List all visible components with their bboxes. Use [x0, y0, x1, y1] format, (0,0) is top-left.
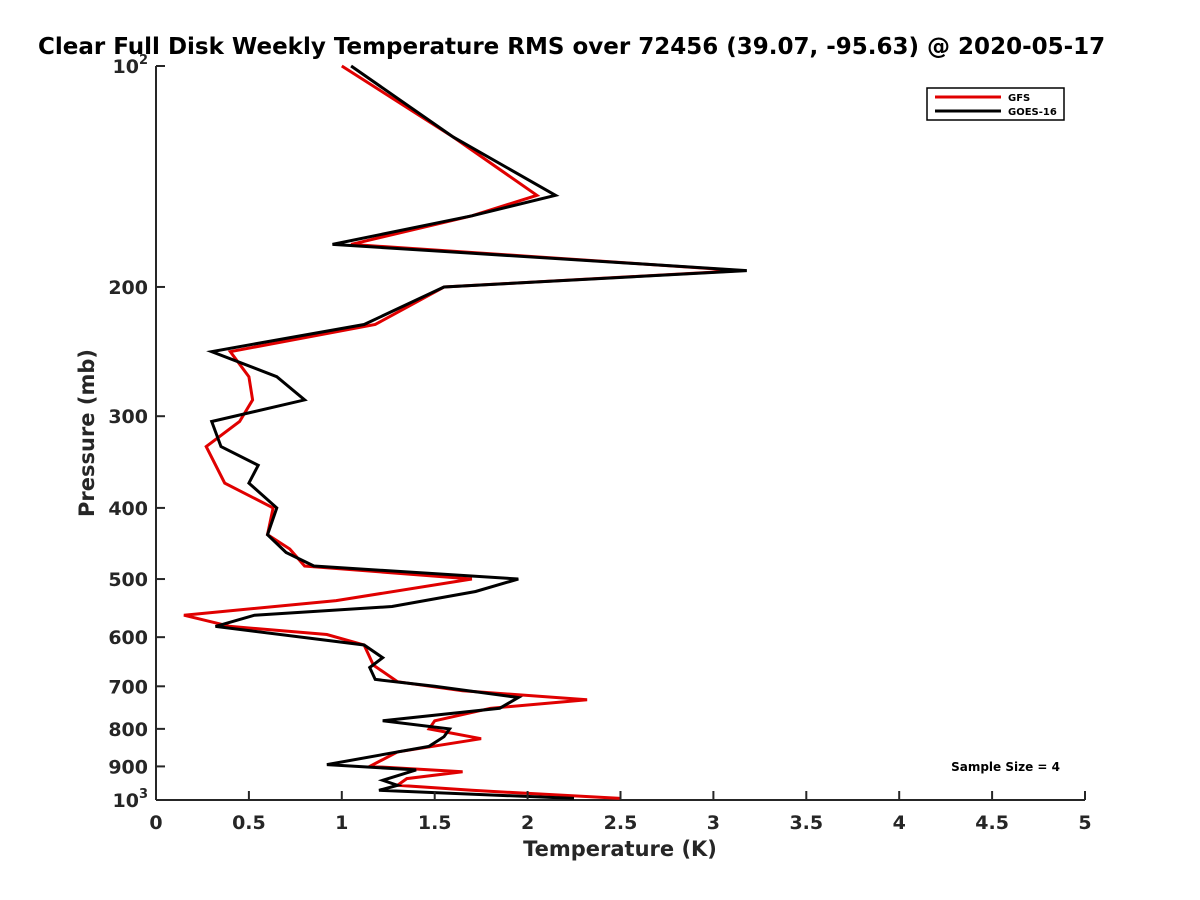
x-tick-label: 4.5	[975, 812, 1009, 834]
y-tick-label: 400	[108, 498, 148, 520]
series-line-goes-16	[206, 64, 747, 800]
chart-title: Clear Full Disk Weekly Temperature RMS o…	[38, 34, 1105, 60]
y-tick-label: 800	[108, 719, 148, 741]
x-tick-label: 4	[893, 812, 906, 834]
x-tick-label: 0	[149, 812, 162, 834]
y-tick-label: 900	[108, 756, 148, 778]
y-tick-label: 103	[113, 787, 149, 812]
y-tick-label: 500	[108, 569, 148, 591]
y-tick-label: 102	[113, 53, 149, 78]
x-tick-label: 2.5	[604, 812, 638, 834]
series-layer	[183, 64, 747, 800]
sample-size-annotation: Sample Size = 4	[951, 760, 1060, 774]
y-axis: 102 200 300 400 500 600 700 800 900 103	[108, 53, 165, 812]
y-tick-label: 600	[108, 627, 148, 649]
x-axis: 0 0.5 1 1.5 2 2.5 3 3.5 4 4.5 5	[149, 791, 1092, 834]
x-tick-label: 3.5	[789, 812, 823, 834]
x-tick-label: 0.5	[232, 812, 266, 834]
x-axis-label: Temperature (K)	[523, 837, 717, 861]
x-tick-label: 1.5	[418, 812, 452, 834]
legend-entry: GFS	[1008, 93, 1030, 104]
legend-box	[926, 87, 1065, 121]
x-tick-label: 3	[707, 812, 720, 834]
x-tick-label: 5	[1078, 812, 1091, 834]
y-tick-label: 700	[108, 676, 148, 698]
y-tick-label: 300	[108, 406, 148, 428]
plot-area	[155, 66, 1085, 801]
legend: GFS GOES-16	[926, 87, 1065, 121]
y-tick-label: 200	[108, 277, 148, 299]
y-axis-label: Pressure (mb)	[75, 349, 99, 517]
x-tick-label: 1	[335, 812, 348, 834]
legend-entry: GOES-16	[1008, 107, 1057, 118]
x-tick-label: 2	[521, 812, 534, 834]
